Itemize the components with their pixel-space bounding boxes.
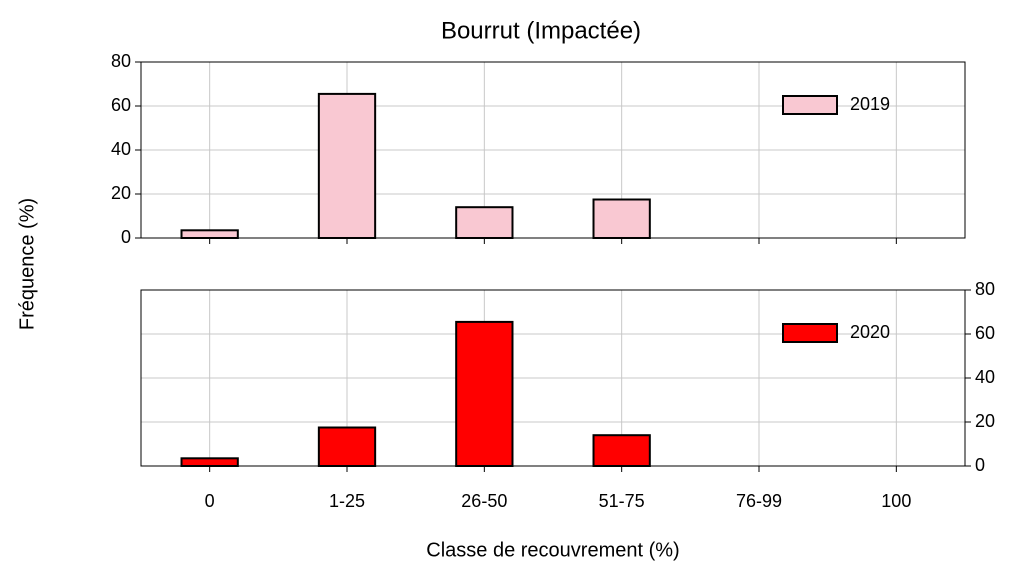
y-axis-label: Fréquence (%)	[16, 198, 38, 330]
bar	[455, 206, 514, 239]
bar	[317, 426, 377, 467]
x-tick-label: 100	[881, 491, 911, 511]
y-tick-label: 80	[111, 51, 131, 71]
legend-swatch	[782, 323, 838, 343]
legend-label: 2020	[850, 322, 890, 342]
bar	[180, 457, 239, 467]
bar	[317, 92, 377, 240]
bar	[180, 229, 239, 240]
legend-swatch	[782, 95, 838, 115]
y-tick-label: 40	[975, 367, 995, 387]
x-tick-label: 51-75	[599, 491, 645, 511]
y-tick-label: 60	[975, 323, 995, 343]
bar	[455, 320, 514, 467]
legend-label: 2019	[850, 94, 890, 114]
y-tick-label: 60	[111, 95, 131, 115]
y-tick-label: 20	[111, 183, 131, 203]
x-axis-label: Classe de recouvrement (%)	[426, 539, 679, 561]
y-tick-label: 20	[975, 411, 995, 431]
bar	[592, 434, 651, 468]
y-tick-label: 80	[975, 279, 995, 299]
y-tick-label: 40	[111, 139, 131, 159]
x-tick-label: 76-99	[736, 491, 782, 511]
y-tick-label: 0	[975, 455, 985, 475]
plot-frame	[140, 289, 966, 467]
chart-title: Bourrut (Impactée)	[441, 17, 641, 44]
bar	[592, 198, 651, 239]
x-tick-label: 26-50	[461, 491, 507, 511]
y-tick-label: 0	[121, 227, 131, 247]
x-tick-label: 0	[205, 491, 215, 511]
plot-frame	[140, 61, 966, 239]
x-tick-label: 1-25	[329, 491, 365, 511]
